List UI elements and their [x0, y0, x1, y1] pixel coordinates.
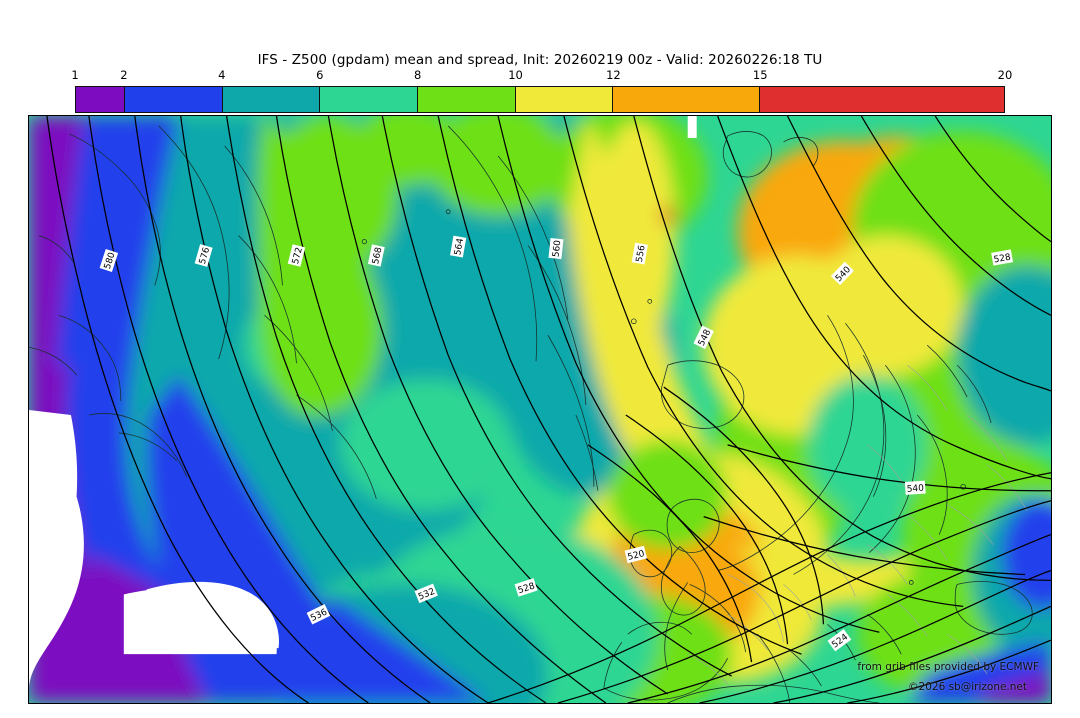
colorbar-band-6-8 [320, 87, 418, 112]
band-1-2-southwest [29, 365, 199, 703]
contour-labels: 580 576 572 568 564 560 5565485405285405205285… [99, 235, 1014, 652]
colorbar-band-15-20 [759, 87, 1004, 112]
colorbar-bands [75, 86, 1005, 113]
z500-contours [46, 116, 1051, 703]
band-4-6-russia [957, 265, 1051, 445]
svg-text:576: 576 [198, 246, 212, 265]
pocket-8-10-top [428, 116, 568, 216]
band-8-10-irishsea [607, 439, 728, 550]
country-borders [687, 364, 1028, 685]
band-10-12-strip [595, 120, 676, 351]
colorbar-tick-2: 2 [120, 68, 128, 82]
colorbar-band-12-15 [613, 87, 760, 112]
colorbar-tick-6: 6 [316, 68, 324, 82]
colorbar-tick-labels: 1 2 4 6 8 10 12 15 20 [71, 68, 1012, 84]
page-title: IFS - Z500 (gpdam) mean and spread, Init… [257, 52, 823, 68]
svg-text:540: 540 [906, 484, 924, 495]
colorbar [75, 86, 1005, 113]
spread-field [29, 116, 1051, 703]
out-of-domain-sw-b [146, 581, 279, 649]
colorbar-band-1-2 [76, 87, 125, 112]
svg-text:520: 520 [627, 549, 646, 563]
contour-label-520: 520 [624, 545, 648, 564]
pocket-8-10-top-b [353, 116, 464, 186]
contour-label-540: 540 [904, 480, 926, 495]
map-svg: 580 576 572 568 564 560 5565485405285405205285… [29, 116, 1051, 703]
colorbar-band-2-4 [124, 87, 223, 112]
svg-text:556: 556 [635, 244, 648, 263]
colorbar-tick-10: 10 [508, 68, 523, 82]
svg-text:564: 564 [453, 237, 466, 256]
top-edge-notch [687, 116, 697, 138]
svg-text:568: 568 [371, 246, 384, 265]
band-2-4-turkey [1002, 499, 1051, 610]
data-source-note: from grib files provided by ECMWF [857, 661, 1039, 673]
copyright-note: ©2026 sb@irizone.net [908, 681, 1027, 693]
colorbar-tick-12: 12 [606, 68, 621, 82]
colorbar-tick-1: 1 [71, 68, 79, 82]
colorbar-band-4-6 [222, 87, 321, 112]
map-canvas[interactable]: 580 576 572 568 564 560 556 548 540 528 540 520 528 5… [28, 115, 1052, 704]
contour-label-564: 564 [450, 235, 467, 258]
contour-label-572: 572 [287, 244, 306, 267]
svg-text:572: 572 [291, 246, 305, 265]
contour-label-556: 556 [631, 242, 648, 265]
out-of-domain-west-b [29, 409, 78, 660]
colorbar-band-8-10 [417, 87, 516, 112]
contour-label-528: 528 [991, 249, 1014, 266]
band-10-12-ne-b [812, 235, 963, 376]
contour-label-568: 568 [367, 244, 385, 267]
contour-label-560: 560 [548, 237, 564, 260]
band-1-2-se [977, 672, 1051, 703]
colorbar-tick-4: 4 [218, 68, 226, 82]
colorbar-tick-20: 20 [997, 68, 1013, 82]
band-2-4-sw-b [328, 594, 489, 703]
pocket-6-8-norsea [807, 375, 928, 515]
svg-text:560: 560 [552, 239, 564, 257]
colorbar-band-10-12 [515, 87, 614, 112]
colorbar-tick-8: 8 [413, 68, 422, 82]
contour-label-576: 576 [194, 244, 213, 267]
svg-text:528: 528 [993, 253, 1012, 266]
colorbar-tick-15: 15 [752, 68, 768, 82]
band-2-4-west [29, 116, 429, 703]
pocket-6-8-midatl [340, 379, 513, 511]
